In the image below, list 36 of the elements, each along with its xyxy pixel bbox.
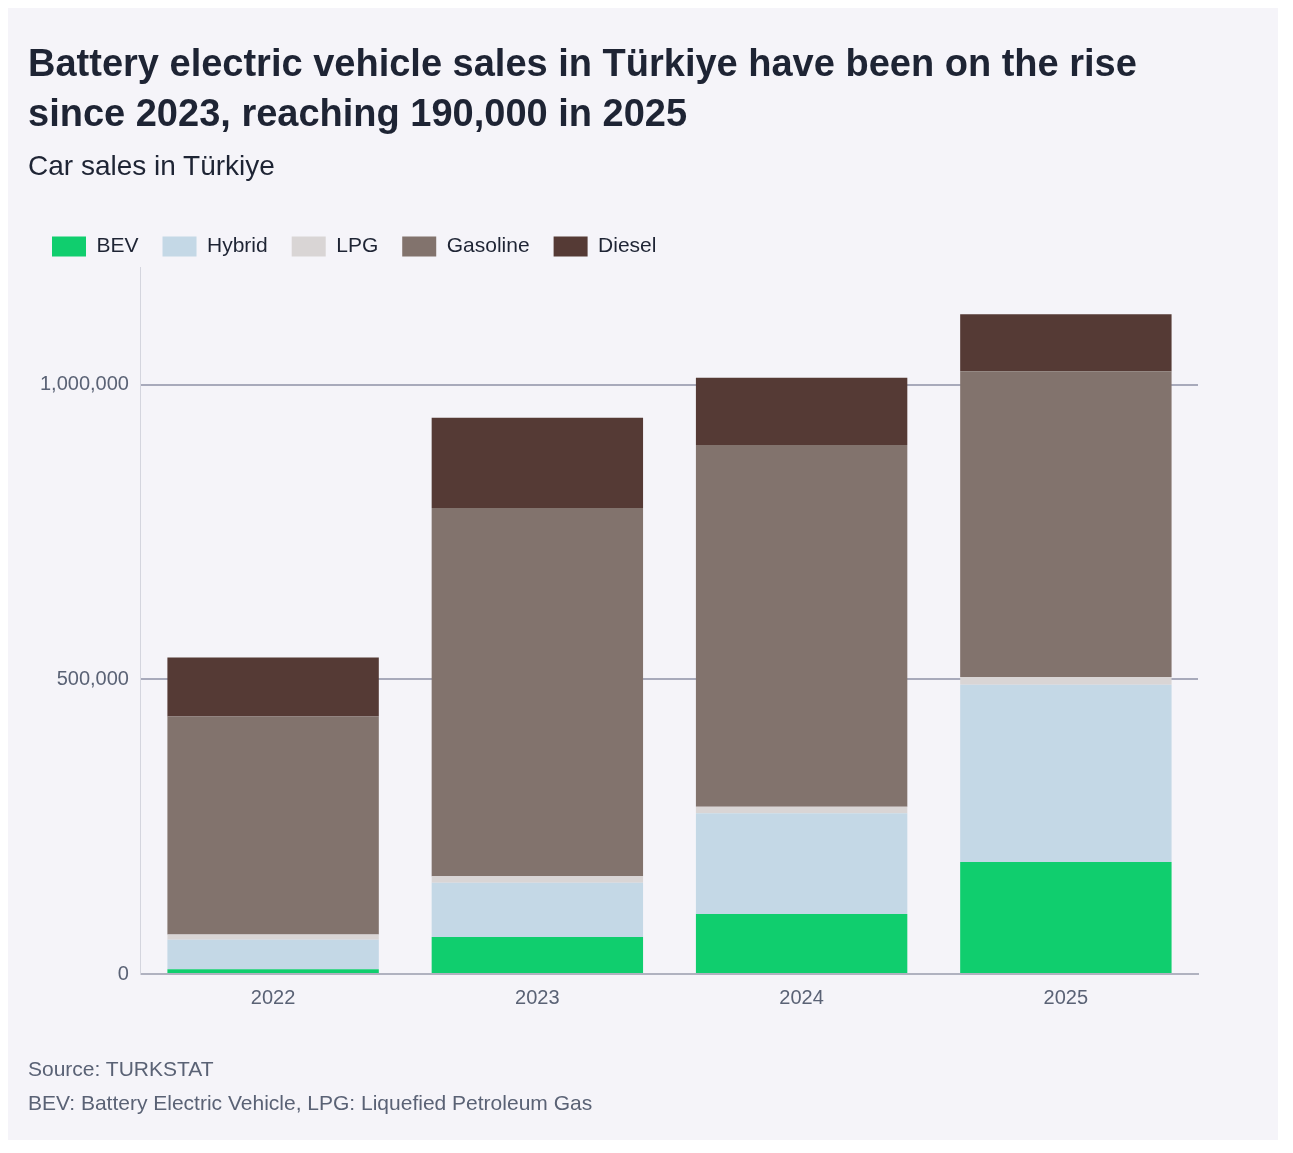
bar <box>167 969 379 973</box>
bar <box>431 417 644 508</box>
bar <box>167 657 379 717</box>
bar <box>695 806 908 814</box>
bar <box>431 936 644 973</box>
y-tick-label: 500,000 <box>56 666 129 689</box>
bar <box>960 677 1172 685</box>
bar <box>695 813 908 914</box>
bar <box>960 371 1172 678</box>
legend-label: Diesel <box>598 233 657 257</box>
bar <box>431 876 644 883</box>
bar <box>695 444 908 807</box>
x-tick-label: 2022 <box>250 985 296 1008</box>
bar <box>167 939 379 970</box>
bar <box>695 377 908 445</box>
legend-label: Gasoline <box>446 233 530 257</box>
y-tick-label: 1,000,000 <box>39 372 129 395</box>
text: BEV: Battery Electric Vehicle, LPG: Liquefied Petroleum Gas <box>28 1090 594 1116</box>
bar <box>695 913 908 973</box>
bar <box>960 862 1172 973</box>
bar <box>431 507 644 877</box>
x-tick-label: 2025 <box>1043 985 1089 1008</box>
x-tick-label: 2024 <box>779 985 824 1008</box>
bar <box>960 314 1172 372</box>
legend-label: LPG <box>336 233 379 257</box>
source-note: Source: TURKSTAT <box>28 1056 215 1082</box>
x-tick-label: 2023 <box>515 985 560 1008</box>
bar <box>431 882 644 937</box>
bar <box>960 684 1172 863</box>
legend-label: BEV <box>96 233 139 257</box>
y-tick-label: 0 <box>117 961 129 984</box>
chart-title: Battery electric vehicle sales in Türkiye have been on the rise since 2023, reaching 190,000 in 2025 <box>27 41 1138 136</box>
chart-subtitle: Car sales in Türkiye <box>27 149 276 183</box>
legend-label: Hybrid <box>207 233 268 257</box>
bar <box>167 716 379 935</box>
bar <box>167 934 379 940</box>
